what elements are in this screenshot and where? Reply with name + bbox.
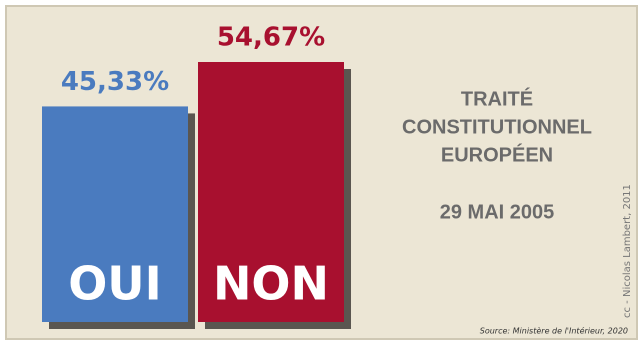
bar: [42, 106, 188, 322]
source: Source: Ministère de l'Intérieur, 2020: [480, 326, 628, 336]
value-label: 54,67%: [217, 23, 325, 53]
value-label: 45,33%: [61, 67, 169, 97]
category-label: OUI: [68, 257, 162, 311]
chart-title: TRAITÉ: [461, 87, 533, 110]
chart-subtitle: 29 MAI 2005: [440, 201, 555, 223]
chart-title: EUROPÉEN: [441, 143, 553, 166]
bar: [198, 62, 344, 322]
category-label: NON: [213, 257, 329, 311]
chart-title: CONSTITUTIONNEL: [402, 116, 592, 138]
credit: cc - Nicolas Lambert, 2011: [622, 184, 633, 318]
